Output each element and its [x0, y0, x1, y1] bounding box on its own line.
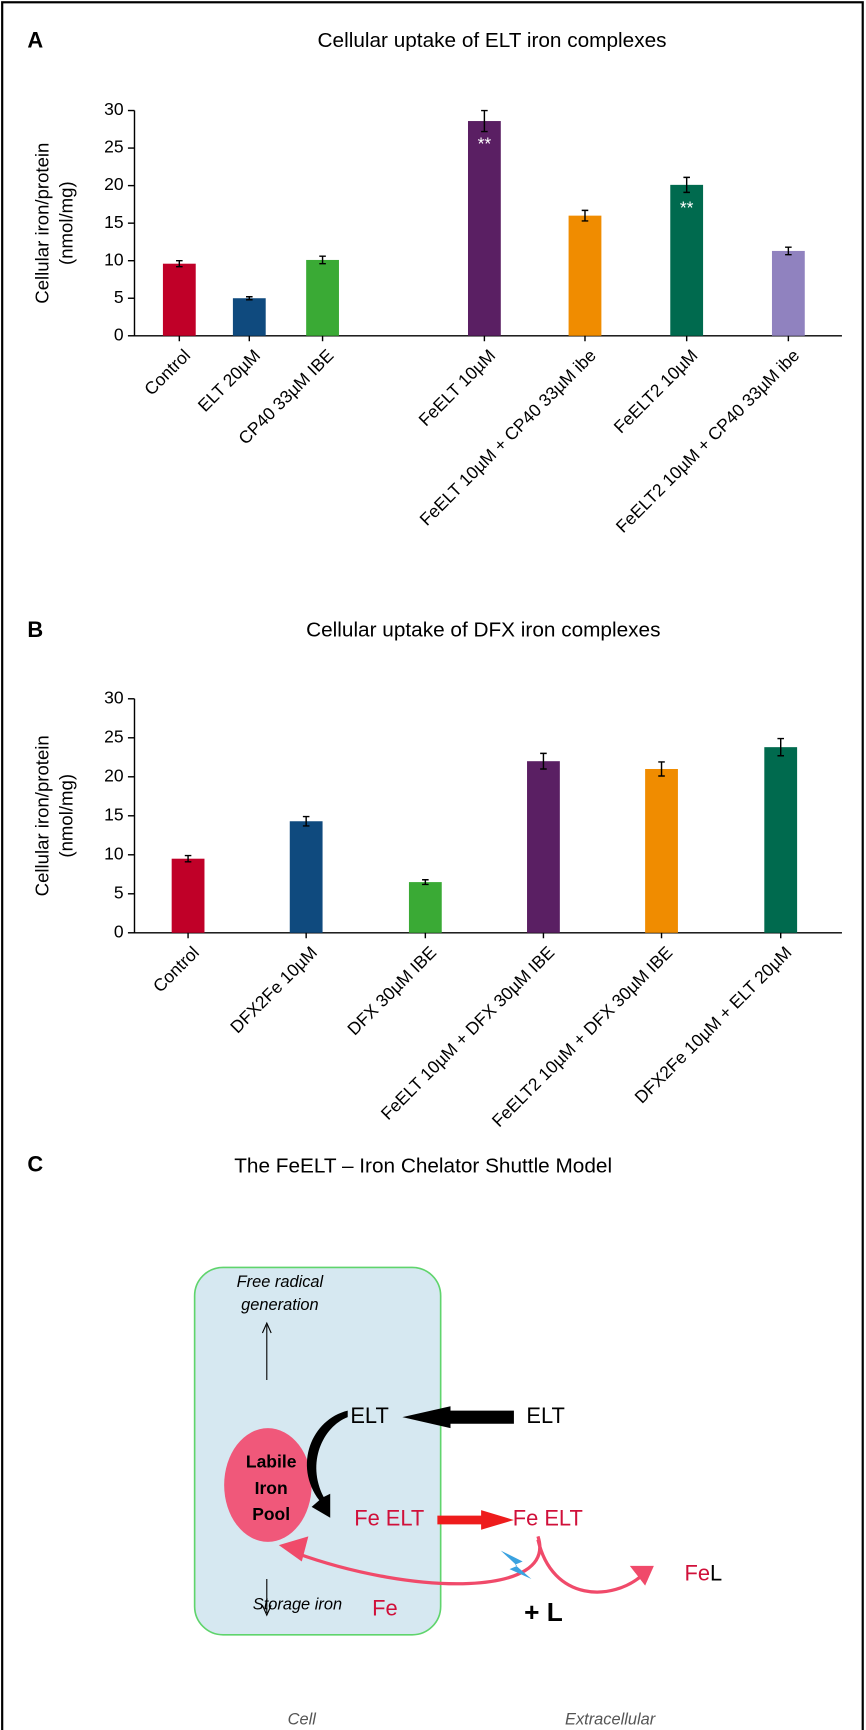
y-tick-label: 30: [104, 687, 124, 707]
feelt-outside: Fe ELT: [513, 1506, 583, 1531]
y-tick-label: 0: [114, 324, 124, 344]
diagram: The FeELT – Iron Chelator Shuttle Model …: [195, 1154, 723, 1728]
fe-label: Fe: [372, 1595, 398, 1620]
cell-label: Cell: [288, 1710, 318, 1728]
x-tick-label: Control: [149, 942, 203, 996]
x-tick-label: DFX2Fe 10µM: [226, 942, 321, 1037]
diagram-title: The FeELT – Iron Chelator Shuttle Model: [234, 1154, 612, 1177]
extracellular-label: Extracellular: [565, 1710, 657, 1728]
free-radical-label: generation: [241, 1296, 318, 1314]
y-axis-label: (nmol/mg): [56, 181, 77, 265]
pool-label: Labile: [246, 1452, 297, 1472]
fel-fe: Fe: [684, 1560, 710, 1585]
figure: A B C The FeELT – Iron Chelator Shuttle …: [0, 0, 866, 1730]
error-bar: [422, 880, 429, 885]
y-tick-label: 0: [114, 921, 124, 941]
panel-label: B: [27, 617, 43, 642]
y-tick-label: 5: [114, 287, 124, 307]
x-tick-label: DFX 30µM IBE: [343, 942, 440, 1039]
x-tick-label: FeELT 10µM: [415, 345, 500, 430]
bar-chart: Cellular uptake of DFX iron complexes Cel…: [32, 618, 842, 1130]
x-tick-label: FeELT 10µM + CP40 33µM ibe: [416, 345, 600, 529]
bar: [764, 747, 797, 933]
y-tick-label: 10: [104, 249, 124, 269]
y-tick-label: 20: [104, 174, 124, 194]
annotation: **: [680, 198, 694, 218]
y-tick-label: 30: [104, 99, 124, 119]
bar: [772, 251, 805, 336]
y-tick-label: 5: [114, 882, 124, 902]
panel-label: C: [27, 1151, 43, 1176]
bar: [233, 298, 266, 336]
storage-label: Storage iron: [253, 1596, 342, 1614]
x-tick-label: FeELT2 10µM: [610, 345, 702, 437]
elt-outside: ELT: [526, 1403, 564, 1428]
chart-title: Cellular uptake of DFX iron complexes: [306, 618, 660, 641]
fel-label: FeL: [684, 1560, 722, 1585]
x-tick-label: ELT 20µM: [194, 345, 264, 415]
bar: [163, 264, 196, 336]
bar: [290, 821, 323, 933]
y-tick-label: 25: [104, 137, 123, 157]
bar: [306, 260, 339, 336]
pool-label: Iron: [255, 1478, 288, 1498]
bar: [409, 882, 442, 933]
fel-l: L: [710, 1560, 722, 1585]
bar-chart: Cellular uptake of ELT iron complexes Cel…: [32, 29, 842, 536]
panel-label: A: [27, 27, 43, 52]
feelt-arrow: [437, 1510, 514, 1530]
feelt-inside: Fe ELT: [354, 1506, 424, 1531]
bar: [645, 769, 678, 933]
elt-inside: ELT: [350, 1403, 388, 1428]
bar: [569, 216, 602, 336]
y-tick-label: 20: [104, 765, 124, 785]
annotation: **: [478, 134, 492, 154]
fel-arrow: [538, 1540, 643, 1592]
y-axis-label: (nmol/mg): [56, 774, 77, 858]
pool-label: Pool: [252, 1504, 290, 1524]
chart-title: Cellular uptake of ELT iron complexes: [318, 29, 667, 52]
y-tick-label: 25: [104, 726, 123, 746]
y-tick-label: 15: [104, 212, 123, 232]
x-tick-label: FeELT2 10µM + CP40 33µM ibe: [612, 345, 803, 536]
free-radical-label: Free radical: [237, 1273, 325, 1291]
y-tick-label: 15: [104, 804, 123, 824]
y-axis-label: Cellular iron/protein: [32, 735, 53, 896]
y-tick-label: 10: [104, 843, 124, 863]
plus-l-label: + L: [524, 1597, 563, 1627]
x-tick-label: Control: [140, 345, 194, 399]
bar: [172, 859, 205, 933]
bar: [527, 761, 560, 933]
y-axis-label: Cellular iron/protein: [32, 143, 53, 304]
